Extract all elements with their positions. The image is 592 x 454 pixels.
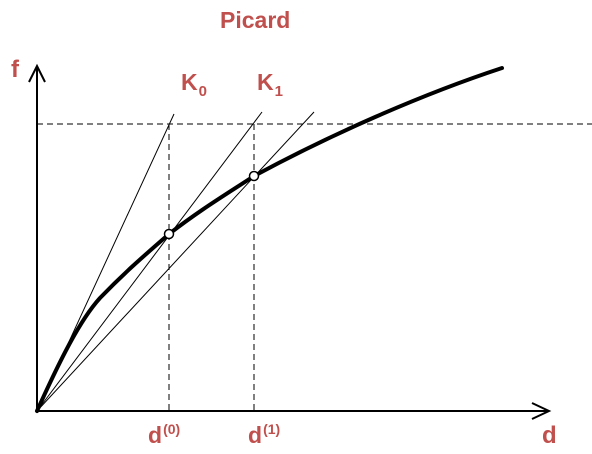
secant-line-k1: [36, 111, 263, 412]
iterate-label-d1-base: d: [248, 422, 263, 448]
iterate-label-d1-sup: (1): [263, 421, 281, 437]
tangent-label-k1-sub: 1: [274, 83, 283, 100]
f-axis-arrowhead: [28, 63, 46, 83]
d-axis-arrowhead: [531, 402, 552, 420]
iterate-point-1: [248, 170, 260, 182]
iterate-label-d0: d(0): [148, 421, 181, 448]
tangent-label-k1-base: K: [257, 69, 274, 95]
f-axis-label: f: [11, 56, 19, 83]
iterate-point-0: [163, 228, 175, 240]
iterate-label-d0-sup: (0): [163, 421, 181, 437]
tangent-label-k0-base: K: [181, 69, 198, 95]
tangent-label-k0-sub: 0: [198, 83, 207, 100]
diagram-title: Picard: [220, 7, 291, 33]
d-axis-label: d: [542, 422, 557, 449]
iterate-label-d1: d(1): [248, 421, 281, 448]
iterate-label-d0-base: d: [148, 422, 163, 448]
secant-line-3: [36, 111, 315, 412]
response-curve: [35, 66, 504, 413]
tangent-label-k1: K1: [257, 69, 283, 100]
tangent-label-k0: K0: [181, 69, 207, 100]
